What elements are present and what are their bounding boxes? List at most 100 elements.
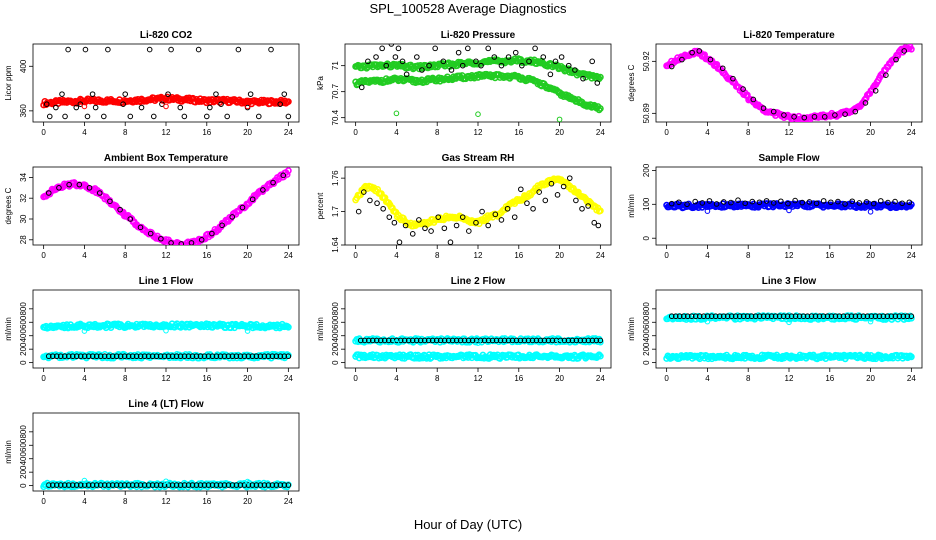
data-point — [735, 197, 741, 204]
data-point — [177, 353, 184, 360]
data-point — [596, 73, 604, 81]
data-point — [165, 482, 172, 488]
data-point — [285, 482, 292, 488]
data-point — [253, 353, 260, 360]
data-point — [181, 113, 188, 120]
data-point — [453, 337, 460, 344]
data-point — [585, 337, 592, 344]
chart-title: Line 3 Flow — [762, 276, 817, 287]
data-point — [596, 105, 604, 112]
x-tick-label: 0 — [353, 374, 358, 383]
data-point — [877, 198, 884, 204]
data-point — [465, 45, 471, 52]
y-tick-label: 400 — [642, 329, 651, 343]
data-point — [791, 114, 797, 120]
data-point — [360, 189, 367, 195]
data-point — [120, 101, 126, 107]
data-point — [145, 353, 152, 360]
data-point — [668, 313, 675, 320]
y-tick-label: 0 — [642, 235, 651, 240]
data-point — [497, 337, 504, 344]
x-tick-label: 4 — [705, 374, 710, 383]
data-point — [828, 199, 834, 206]
data-point — [109, 353, 116, 360]
data-point — [572, 67, 578, 73]
data-point — [552, 58, 559, 65]
data-point — [205, 353, 212, 360]
data-point — [239, 204, 246, 211]
data-point — [455, 49, 462, 56]
data-point — [401, 337, 408, 344]
data-point — [285, 353, 292, 360]
data-point — [712, 313, 719, 320]
data-point — [899, 200, 905, 207]
data-point — [257, 482, 264, 488]
y-tick-label: 0 — [19, 360, 28, 365]
data-point — [770, 200, 777, 206]
data-point — [365, 58, 371, 65]
x-tick-label: 24 — [907, 374, 916, 383]
data-point — [478, 62, 484, 69]
data-point — [525, 337, 532, 344]
data-point — [393, 110, 400, 117]
chart-panel: Line 4 (LT) Flow ml/min 0 4 8 12 16 20 24 0 200400… — [4, 399, 300, 506]
data-point — [558, 54, 565, 60]
data-point — [392, 54, 399, 60]
data-point — [73, 482, 80, 488]
y-tick-label: 1.76 — [331, 170, 340, 186]
x-tick-label: 24 — [907, 251, 916, 260]
data-point — [253, 482, 260, 488]
y-tick-label: 50.89 — [642, 103, 651, 124]
x-tick-label: 24 — [284, 374, 293, 383]
data-point — [133, 482, 140, 488]
data-point — [245, 482, 252, 488]
data-point — [459, 214, 466, 220]
data-point — [49, 353, 56, 360]
data-point — [89, 353, 96, 360]
plot-area — [40, 320, 292, 362]
data-point — [776, 313, 783, 320]
data-point — [849, 198, 856, 205]
data-point — [457, 337, 464, 344]
data-point — [883, 72, 889, 78]
data-point — [892, 313, 899, 320]
data-point — [53, 104, 59, 111]
x-tick-label: 4 — [394, 251, 399, 260]
data-point — [737, 85, 745, 93]
data-point — [125, 482, 132, 488]
plot-frame — [344, 166, 612, 246]
data-point — [141, 482, 148, 488]
data-point — [505, 337, 512, 344]
data-point — [217, 353, 224, 360]
data-point — [281, 91, 288, 97]
data-point — [177, 104, 184, 111]
data-point — [707, 56, 714, 63]
data-point — [219, 222, 225, 229]
data-point — [549, 337, 556, 344]
data-point — [198, 237, 205, 243]
data-point — [475, 340, 481, 346]
y-axis-label: kPa — [316, 76, 325, 90]
y-axis-label: degrees C — [627, 64, 636, 101]
x-tick-label: 8 — [746, 128, 751, 137]
data-point — [566, 175, 573, 181]
data-point — [526, 58, 532, 65]
data-point — [369, 337, 376, 344]
data-point — [579, 205, 585, 212]
data-point — [485, 45, 491, 52]
x-tick-label: 16 — [514, 251, 523, 260]
data-point — [385, 337, 392, 344]
data-point — [449, 337, 456, 344]
x-tick-label: 12 — [162, 128, 171, 137]
data-point — [704, 318, 711, 325]
data-point — [62, 113, 68, 120]
data-point — [105, 482, 112, 488]
data-point — [221, 353, 228, 360]
data-point — [573, 197, 579, 204]
x-tick-label: 4 — [705, 251, 710, 260]
chart-title: Gas Stream RH — [442, 153, 515, 164]
data-point — [73, 104, 80, 111]
y-tick-label: 32 — [19, 193, 28, 202]
data-point — [49, 482, 56, 488]
